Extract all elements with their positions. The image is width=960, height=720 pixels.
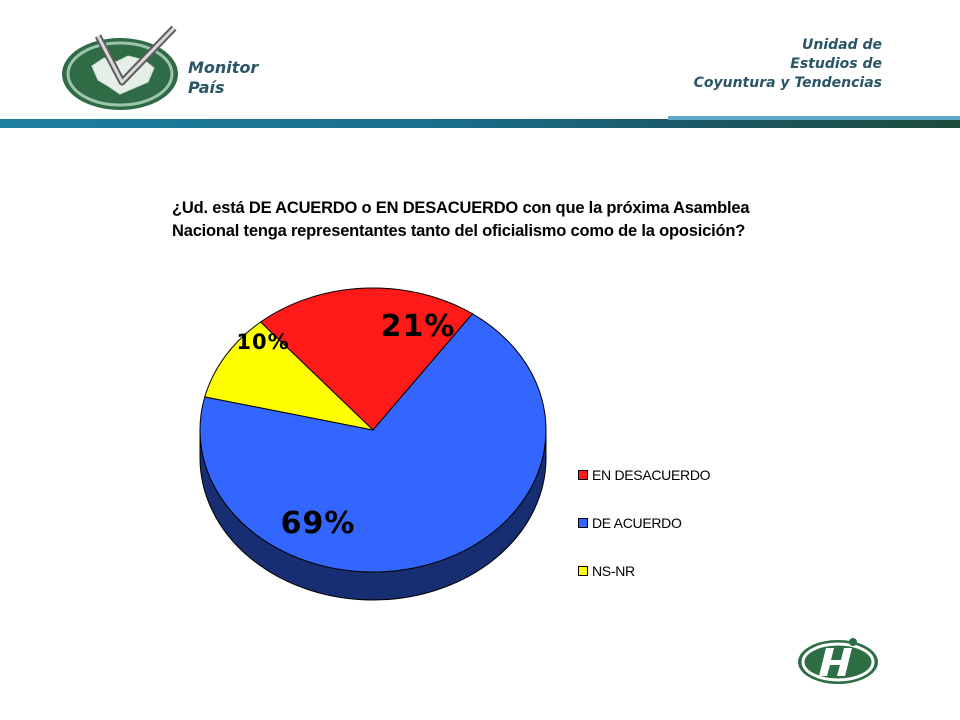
pie-slice-0: [259, 287, 474, 431]
chart-title-line-2: Nacional tenga representantes tanto del …: [172, 222, 746, 240]
legend-label-1: DE ACUERDO: [592, 515, 682, 531]
slice-label-0: 21%: [381, 309, 456, 344]
unit-name: Unidad de Estudios de Coyuntura y Tenden…: [694, 36, 882, 93]
legend-swatch-0: [578, 470, 588, 480]
unit-line-3: Coyuntura y Tendencias: [693, 75, 882, 91]
chart-title-line-1: ¿Ud. está DE ACUERDO o EN DESACUERDO con…: [172, 199, 750, 217]
pie-slice-1: [199, 313, 547, 573]
legend-label-0: EN DESACUERDO: [592, 467, 711, 483]
brand-line-2: País: [188, 78, 225, 97]
legend-item-2: NS-NR: [578, 559, 710, 583]
pie-chart: 21% 69% 10%: [199, 287, 547, 601]
legend-swatch-2: [578, 566, 588, 576]
pie-slice-2: [204, 321, 375, 431]
slice-label-1: 69%: [281, 506, 356, 541]
unit-line-2: Estudios de: [790, 56, 882, 72]
header-divider-bar: [0, 119, 960, 128]
brand-name: Monitor País: [188, 58, 258, 98]
header-divider-accent: [668, 116, 960, 120]
chart-legend: EN DESACUERDO DE ACUERDO NS-NR: [578, 463, 711, 583]
unit-line-1: Unidad de: [801, 37, 882, 53]
legend-item-0: EN DESACUERDO: [578, 463, 711, 487]
corner-logo: [798, 638, 878, 684]
chart-title: ¿Ud. está DE ACUERDO o EN DESACUERDO con…: [172, 197, 812, 243]
legend-swatch-1: [578, 518, 588, 528]
legend-item-1: DE ACUERDO: [578, 511, 710, 535]
monitor-pais-logo: [62, 25, 178, 110]
legend-label-2: NS-NR: [592, 563, 635, 579]
slice-label-2: 10%: [236, 330, 289, 354]
brand-line-1: Monitor: [188, 58, 259, 77]
